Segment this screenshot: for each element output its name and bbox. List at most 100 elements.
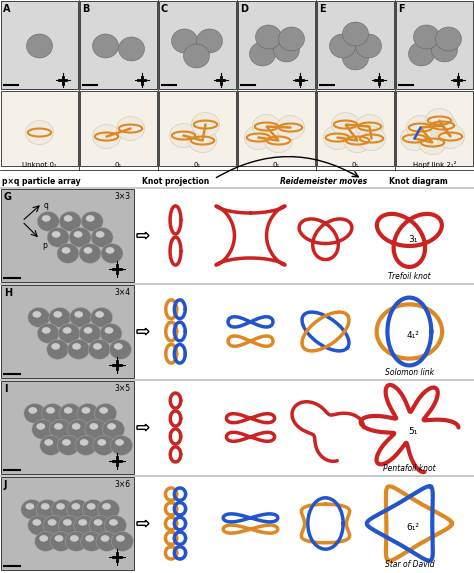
Ellipse shape <box>36 423 45 430</box>
Ellipse shape <box>356 115 383 139</box>
Ellipse shape <box>85 535 94 541</box>
Text: Reidemeister moves: Reidemeister moves <box>280 177 367 186</box>
Ellipse shape <box>109 339 131 359</box>
Ellipse shape <box>183 44 210 68</box>
Ellipse shape <box>81 211 103 231</box>
Ellipse shape <box>73 231 82 238</box>
Ellipse shape <box>78 519 87 525</box>
Text: 3×5: 3×5 <box>115 384 131 393</box>
Ellipse shape <box>37 324 59 343</box>
Ellipse shape <box>96 532 118 551</box>
Ellipse shape <box>255 25 282 49</box>
Ellipse shape <box>74 516 96 535</box>
Ellipse shape <box>109 519 118 525</box>
Ellipse shape <box>101 244 123 264</box>
Ellipse shape <box>102 503 111 510</box>
Ellipse shape <box>93 343 102 350</box>
Ellipse shape <box>57 244 79 264</box>
Text: 3×4: 3×4 <box>115 288 131 297</box>
Ellipse shape <box>94 519 102 525</box>
Text: 3×6: 3×6 <box>115 480 131 489</box>
Text: 4₁²: 4₁² <box>407 331 420 340</box>
Ellipse shape <box>55 535 64 541</box>
Ellipse shape <box>323 125 352 150</box>
Ellipse shape <box>64 215 73 222</box>
Ellipse shape <box>343 46 368 70</box>
Ellipse shape <box>87 503 96 510</box>
Ellipse shape <box>58 516 81 535</box>
Ellipse shape <box>28 516 50 535</box>
Text: Star of David: Star of David <box>384 560 434 569</box>
Text: I: I <box>4 384 8 394</box>
Ellipse shape <box>63 519 72 525</box>
Ellipse shape <box>96 231 104 238</box>
Text: Trefoil knot: Trefoil knot <box>388 272 431 281</box>
Ellipse shape <box>49 308 71 327</box>
Ellipse shape <box>64 407 73 414</box>
Ellipse shape <box>329 34 356 58</box>
Ellipse shape <box>170 124 198 147</box>
Ellipse shape <box>57 435 80 456</box>
Ellipse shape <box>116 535 125 541</box>
Ellipse shape <box>26 120 54 144</box>
Ellipse shape <box>70 308 91 327</box>
Bar <box>1 1 78 89</box>
Ellipse shape <box>51 343 60 350</box>
Text: 6₁²: 6₁² <box>407 523 420 532</box>
Ellipse shape <box>100 324 122 343</box>
Ellipse shape <box>28 308 50 327</box>
Ellipse shape <box>42 403 64 423</box>
Ellipse shape <box>279 27 304 51</box>
Ellipse shape <box>89 516 111 535</box>
Text: 0₁: 0₁ <box>115 162 122 168</box>
Bar <box>1 381 134 474</box>
Ellipse shape <box>245 125 273 150</box>
Ellipse shape <box>357 127 385 151</box>
Ellipse shape <box>111 532 133 551</box>
Text: D: D <box>240 4 248 14</box>
Ellipse shape <box>54 423 63 430</box>
Ellipse shape <box>28 407 37 414</box>
Bar <box>1 477 134 570</box>
Text: Hopf link 2₁²: Hopf link 2₁² <box>413 161 456 168</box>
Ellipse shape <box>39 535 48 541</box>
Bar <box>80 1 157 89</box>
Ellipse shape <box>98 439 106 446</box>
Ellipse shape <box>95 311 104 317</box>
Text: G: G <box>4 192 12 202</box>
Ellipse shape <box>50 532 72 551</box>
Polygon shape <box>137 520 149 527</box>
Bar <box>317 92 394 166</box>
Ellipse shape <box>45 439 53 446</box>
Ellipse shape <box>437 124 465 148</box>
Bar <box>396 1 473 89</box>
Ellipse shape <box>197 29 222 53</box>
Text: 3×3: 3×3 <box>115 192 131 201</box>
Ellipse shape <box>27 34 53 58</box>
Ellipse shape <box>431 38 457 62</box>
Ellipse shape <box>426 108 454 132</box>
Ellipse shape <box>115 439 124 446</box>
Ellipse shape <box>189 128 217 152</box>
Ellipse shape <box>79 324 101 343</box>
Ellipse shape <box>47 227 69 248</box>
Ellipse shape <box>356 34 382 58</box>
Ellipse shape <box>72 503 80 510</box>
Ellipse shape <box>40 435 62 456</box>
Ellipse shape <box>81 532 103 551</box>
Text: p×q particle array: p×q particle array <box>2 177 81 186</box>
Ellipse shape <box>91 227 113 248</box>
Ellipse shape <box>26 503 34 510</box>
Ellipse shape <box>24 403 46 423</box>
Ellipse shape <box>62 439 71 446</box>
Ellipse shape <box>82 407 90 414</box>
Ellipse shape <box>58 324 80 343</box>
Ellipse shape <box>89 339 110 359</box>
Ellipse shape <box>72 343 81 350</box>
Ellipse shape <box>65 532 87 551</box>
Text: Knot diagram: Knot diagram <box>389 177 447 186</box>
Text: 3₁: 3₁ <box>409 235 418 244</box>
Ellipse shape <box>48 519 56 525</box>
Ellipse shape <box>67 419 89 439</box>
Ellipse shape <box>90 423 98 430</box>
